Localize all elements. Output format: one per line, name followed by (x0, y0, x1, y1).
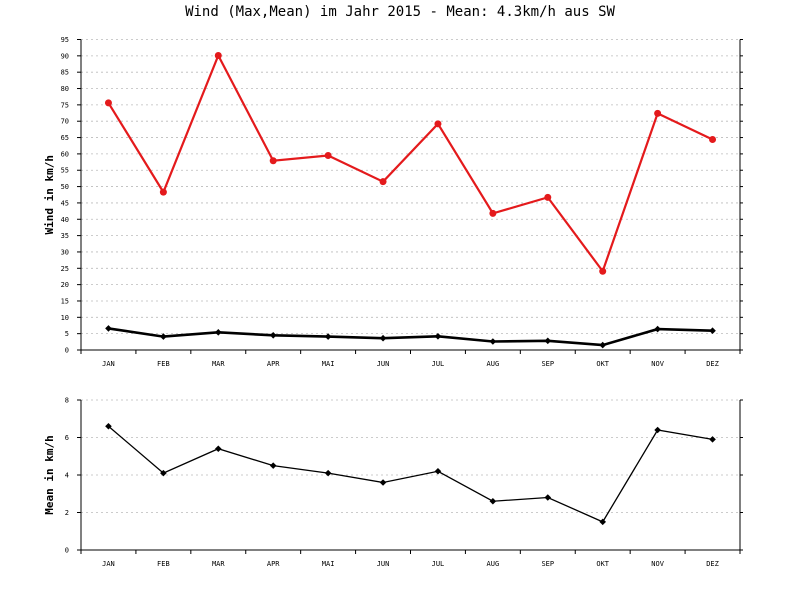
y-tick-label: 4 (65, 472, 69, 480)
data-point (104, 99, 112, 107)
data-point (324, 469, 332, 477)
data-point (379, 479, 387, 486)
data-point (105, 422, 112, 430)
y-tick-label: 90 (61, 52, 69, 60)
x-tick-label: JAN (102, 360, 115, 368)
y-tick-label: 2 (65, 509, 69, 517)
data-point (214, 329, 222, 336)
y-tick-label: 85 (61, 69, 69, 77)
data-point (214, 52, 222, 60)
data-point (159, 188, 167, 196)
y-tick-label: 8 (65, 397, 69, 405)
x-tick-label: APR (267, 360, 280, 368)
y-tick-label: 95 (61, 36, 69, 44)
x-tick-label: OKT (596, 560, 609, 568)
y-tick-label: 65 (61, 134, 69, 142)
x-tick-label: MAR (212, 360, 225, 368)
x-tick-label: DEZ (706, 560, 719, 568)
data-point (434, 120, 442, 128)
data-point (434, 332, 442, 340)
y-tick-label: 55 (61, 167, 69, 175)
y-tick-label: 80 (61, 85, 69, 93)
data-point (105, 325, 112, 332)
x-tick-label: MAI (322, 560, 335, 568)
mean-panel: 0 2 4 6 8 JAN FEB MAR APR MAI JUN JUL AUG SEP OKT NOV DE… (43, 397, 743, 568)
data-point (379, 334, 387, 342)
series-line-0 (107, 52, 714, 274)
data-point (709, 136, 717, 144)
x-tick-label: JUN (377, 560, 390, 568)
data-point (544, 337, 552, 345)
y-tick-label: 0 (65, 347, 69, 355)
data-point (489, 497, 497, 505)
data-point (709, 327, 716, 335)
y-tick-label: 6 (65, 434, 69, 442)
data-point (379, 178, 387, 186)
y-tick-label: 10 (61, 314, 69, 322)
y-tick-label: 5 (65, 330, 69, 338)
x-tick-label: MAR (212, 560, 225, 568)
data-point (654, 426, 661, 434)
y-tick-label: 15 (61, 297, 69, 305)
x-tick-label: DEZ (706, 360, 719, 368)
y-tick-label: 30 (61, 248, 69, 256)
x-tick-label: NOV (651, 360, 664, 368)
x-tick-label: FEB (157, 360, 170, 368)
data-point (214, 445, 222, 453)
y-tick-label: 45 (61, 199, 69, 207)
x-tick-label: MAI (322, 360, 335, 368)
y-tick-label: 70 (61, 118, 69, 126)
data-point (160, 469, 167, 477)
series-line-0 (108, 425, 713, 523)
x-tick-label: JUN (377, 360, 390, 368)
data-point (324, 152, 332, 160)
y-axis-label: Wind in km/h (43, 155, 56, 234)
data-point (324, 333, 332, 340)
y-tick-label: 50 (61, 183, 69, 191)
x-tick-label: NOV (651, 560, 664, 568)
x-tick-label: APR (267, 560, 280, 568)
y-axis-label: Mean in km/h (43, 435, 56, 514)
x-tick-label: OKT (596, 360, 609, 368)
data-point (269, 462, 277, 469)
data-point (599, 518, 607, 526)
x-tick-label: AUG (487, 360, 500, 368)
y-tick-label: 40 (61, 216, 69, 224)
data-point (269, 331, 277, 339)
data-point (599, 341, 607, 349)
x-tick-label: SEP (541, 560, 554, 568)
data-point (654, 109, 662, 117)
x-tick-label: JUL (432, 360, 445, 368)
x-tick-label: JAN (102, 560, 115, 568)
chart-title: Wind (Max,Mean) im Jahr 2015 - Mean: 4.3… (185, 4, 615, 20)
y-tick-label: 60 (61, 150, 69, 158)
x-tick-label: FEB (157, 560, 170, 568)
y-tick-label: 25 (61, 265, 69, 273)
data-point (544, 494, 552, 501)
data-point (489, 209, 497, 217)
max-mean-panel: 0 5 10 15 20 25 30 35 40 45 50 55 60 65 70 75 80 85 90 95 JA… (43, 36, 743, 368)
data-point (709, 436, 716, 443)
x-tick-label: AUG (487, 560, 500, 568)
y-tick-label: 20 (61, 281, 69, 289)
x-tick-label: SEP (541, 360, 554, 368)
x-tick-label: JUL (432, 560, 445, 568)
data-point (160, 333, 167, 340)
y-tick-label: 75 (61, 101, 69, 109)
series-line-1 (108, 327, 713, 347)
y-tick-label: 0 (65, 547, 69, 555)
data-point (269, 157, 277, 165)
y-tick-label: 35 (61, 232, 69, 240)
data-point (599, 267, 607, 275)
data-point (434, 467, 442, 475)
data-point (489, 338, 497, 345)
data-point (544, 193, 552, 201)
data-point (654, 325, 661, 333)
